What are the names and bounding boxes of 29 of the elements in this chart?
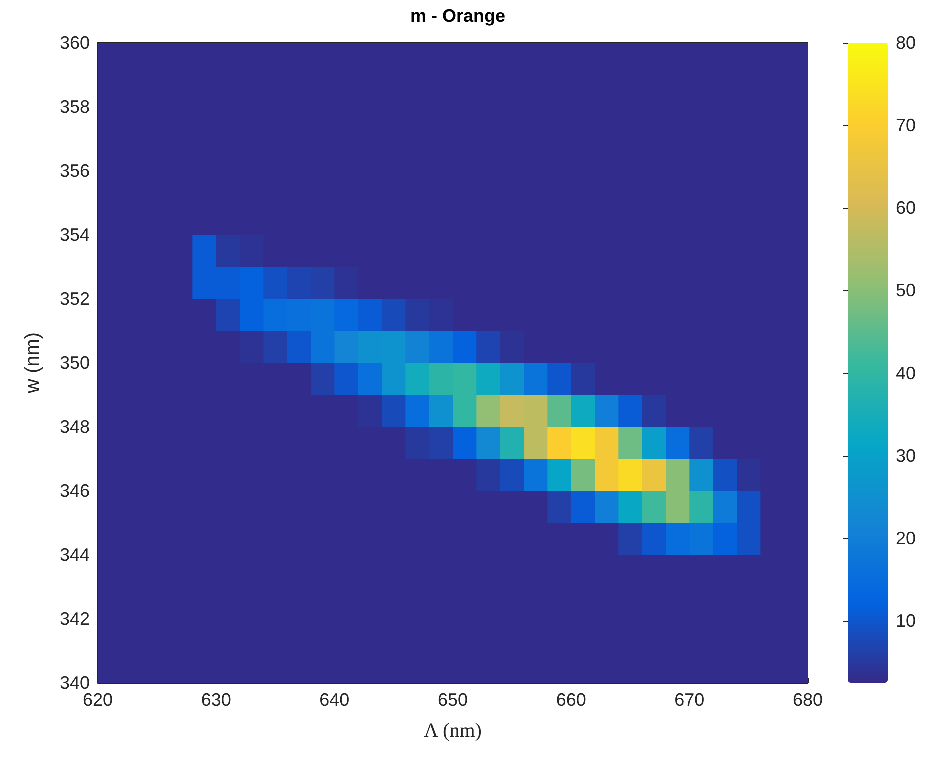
y-tick-label: 356: [60, 161, 90, 181]
color-bar-label: 70: [896, 116, 916, 136]
y-axis-title: w (nm): [22, 332, 44, 395]
y-tick-label: 346: [60, 481, 90, 501]
y-tick-label: 348: [60, 417, 90, 437]
color-bar-label: 80: [896, 33, 916, 53]
color-bar-label: 10: [896, 611, 916, 632]
color-bar-label: 20: [896, 528, 916, 548]
color-bar-label: 50: [896, 280, 916, 301]
y-tick-label: 340: [60, 673, 90, 693]
color-bar-label: 40: [896, 363, 916, 384]
y-tick-label: 358: [60, 97, 90, 117]
x-tick-label: 680: [792, 690, 824, 710]
x-tick-label: 640: [320, 690, 350, 710]
x-axis-title: Λ (nm): [424, 720, 482, 742]
chart-title: m - Orange: [410, 6, 506, 26]
y-tick-label: 342: [60, 609, 90, 629]
y-tick-label: 354: [60, 225, 90, 245]
color-bar-label: 30: [896, 446, 916, 466]
y-tick-label: 352: [60, 289, 90, 309]
color-bar-label: 60: [896, 198, 916, 218]
x-tick-label: 630: [201, 690, 232, 710]
x-tick-label: 660: [556, 690, 586, 710]
y-tick-label: 350: [60, 353, 90, 373]
x-tick-label: 650: [438, 690, 468, 710]
x-tick-label: 620: [82, 690, 114, 710]
y-tick-label: 344: [60, 545, 90, 565]
x-tick-label: 670: [674, 690, 705, 710]
y-tick-label: 360: [60, 33, 90, 53]
